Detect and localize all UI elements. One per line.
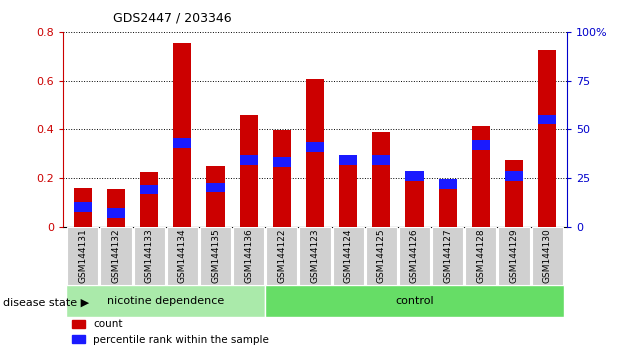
Bar xyxy=(107,189,125,227)
Text: GSM144133: GSM144133 xyxy=(145,228,154,283)
Bar xyxy=(339,155,357,165)
Bar xyxy=(207,166,225,227)
Text: GSM144123: GSM144123 xyxy=(311,228,319,283)
Bar xyxy=(239,115,258,227)
FancyBboxPatch shape xyxy=(532,227,563,285)
Bar xyxy=(173,138,192,148)
Bar xyxy=(372,132,391,227)
Bar xyxy=(107,208,125,218)
Bar xyxy=(207,183,225,193)
FancyBboxPatch shape xyxy=(233,227,264,285)
FancyBboxPatch shape xyxy=(399,227,430,285)
Text: GSM144135: GSM144135 xyxy=(211,228,220,283)
Bar xyxy=(372,155,391,165)
FancyBboxPatch shape xyxy=(167,227,198,285)
Text: disease state ▶: disease state ▶ xyxy=(3,298,89,308)
Text: GSM144125: GSM144125 xyxy=(377,228,386,283)
Bar xyxy=(538,115,556,124)
FancyBboxPatch shape xyxy=(498,227,530,285)
FancyBboxPatch shape xyxy=(266,227,297,285)
Bar xyxy=(405,177,423,227)
Legend: count, percentile rank within the sample: count, percentile rank within the sample xyxy=(68,315,273,349)
Text: GSM144134: GSM144134 xyxy=(178,228,187,283)
FancyBboxPatch shape xyxy=(134,227,165,285)
Bar xyxy=(140,185,158,194)
FancyBboxPatch shape xyxy=(200,227,231,285)
Bar xyxy=(273,158,291,167)
FancyBboxPatch shape xyxy=(66,285,265,317)
Bar xyxy=(472,126,490,227)
Bar xyxy=(505,160,523,227)
Bar xyxy=(438,184,457,227)
Bar xyxy=(140,172,158,227)
FancyBboxPatch shape xyxy=(333,227,364,285)
FancyBboxPatch shape xyxy=(100,227,132,285)
Text: GSM144129: GSM144129 xyxy=(510,228,518,283)
Text: GSM144132: GSM144132 xyxy=(112,228,120,283)
Bar xyxy=(239,155,258,165)
Text: nicotine dependence: nicotine dependence xyxy=(107,296,224,306)
Bar xyxy=(74,188,92,227)
Text: GSM144127: GSM144127 xyxy=(443,228,452,283)
Bar xyxy=(405,171,423,181)
Text: GSM144122: GSM144122 xyxy=(277,229,287,283)
FancyBboxPatch shape xyxy=(299,227,331,285)
FancyBboxPatch shape xyxy=(465,227,496,285)
Text: GSM144130: GSM144130 xyxy=(542,228,552,283)
FancyBboxPatch shape xyxy=(432,227,463,285)
Bar xyxy=(74,202,92,212)
Bar xyxy=(339,161,357,227)
Bar xyxy=(306,142,324,152)
Bar xyxy=(173,43,192,227)
Bar xyxy=(505,171,523,181)
Text: GSM144128: GSM144128 xyxy=(476,228,485,283)
Bar xyxy=(438,179,457,189)
Text: control: control xyxy=(395,296,434,306)
Text: GSM144126: GSM144126 xyxy=(410,228,419,283)
Bar xyxy=(273,130,291,227)
Bar xyxy=(472,140,490,150)
Text: GDS2447 / 203346: GDS2447 / 203346 xyxy=(113,12,232,25)
Text: GSM144136: GSM144136 xyxy=(244,228,253,283)
FancyBboxPatch shape xyxy=(265,285,564,317)
Text: GSM144124: GSM144124 xyxy=(343,229,353,283)
Bar xyxy=(306,79,324,227)
Bar xyxy=(538,50,556,227)
FancyBboxPatch shape xyxy=(366,227,397,285)
Text: GSM144131: GSM144131 xyxy=(78,228,88,283)
FancyBboxPatch shape xyxy=(67,227,98,285)
